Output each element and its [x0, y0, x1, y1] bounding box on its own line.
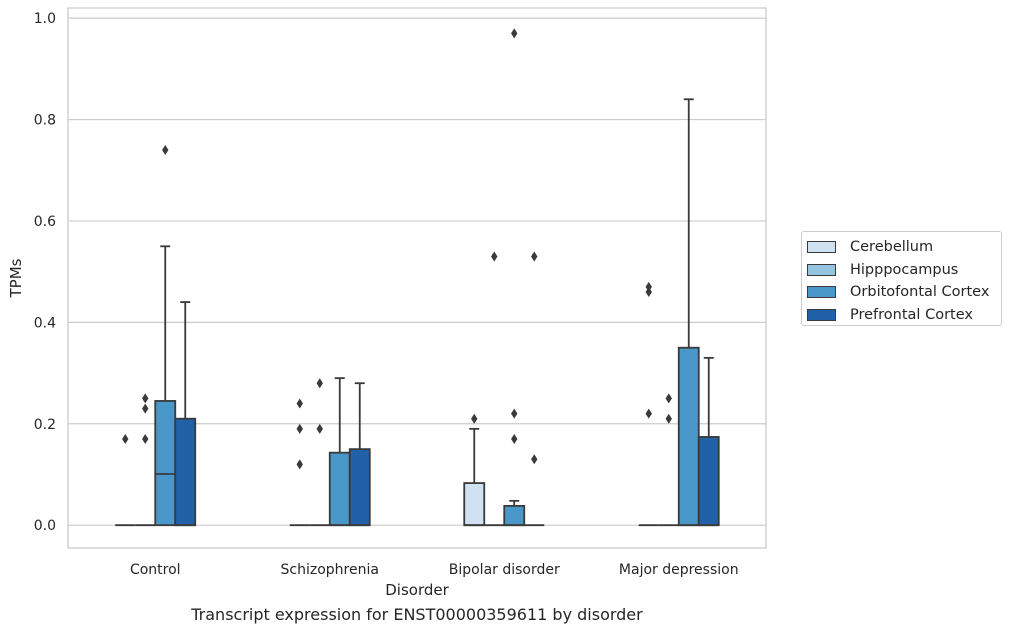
x-tick-label: Schizophrenia	[281, 562, 379, 578]
outlier-point	[511, 433, 518, 444]
outlier-point	[142, 403, 149, 414]
plot-frame	[67, 7, 767, 549]
outlier-point	[645, 281, 652, 292]
outlier-point	[491, 251, 498, 262]
box-body	[174, 417, 197, 527]
box	[174, 301, 197, 527]
box-body	[348, 448, 371, 527]
box	[348, 382, 371, 527]
box	[638, 281, 659, 527]
legend-swatch-prefrontal-cortex	[807, 309, 836, 322]
x-tick-label: Major depression	[619, 562, 739, 578]
box-body	[328, 451, 351, 527]
y-tick-labels: 0.0 0.2 0.4 0.6 0.8 1.0	[34, 11, 56, 534]
box-body	[697, 436, 720, 527]
legend-item-cerebellum: Cerebellum	[807, 236, 1001, 259]
box	[658, 393, 679, 527]
legend-swatch-orbitofrontal-cortex	[807, 286, 836, 299]
outlier-point	[296, 459, 303, 470]
y-tick-label: 0.0	[34, 518, 56, 534]
outlier-point	[142, 433, 149, 444]
outlier-point	[531, 454, 538, 465]
box-body	[463, 482, 486, 527]
box	[289, 398, 310, 527]
outlier-point	[471, 413, 478, 424]
legend-item-prefrontal-cortex: Prefrontal Cortex	[807, 304, 1001, 327]
outlier-point	[122, 433, 129, 444]
y-tick-label: 0.8	[34, 113, 56, 129]
box	[328, 377, 351, 527]
box	[697, 356, 720, 527]
box	[115, 433, 136, 527]
legend-label-prefrontal-cortex: Prefrontal Cortex	[850, 307, 973, 324]
x-tick-label: Bipolar disorder	[449, 562, 560, 578]
outlier-point	[531, 251, 538, 262]
legend-label-hippocampus: Hipppocampus	[850, 261, 959, 278]
outlier-point	[316, 378, 323, 389]
outlier-point	[511, 28, 518, 39]
box-body	[154, 400, 177, 527]
outlier-point	[645, 286, 652, 297]
y-tick-label: 0.4	[34, 315, 56, 331]
legend-label-cerebellum: Cerebellum	[850, 239, 934, 256]
legend-item-orbitofrontal-cortex: Orbitofontal Cortex	[807, 281, 1001, 304]
box-body	[503, 505, 526, 527]
legend-item-hippocampus: Hipppocampus	[807, 259, 1001, 282]
plot-boxes	[115, 28, 720, 527]
box	[524, 251, 545, 527]
outlier-point	[142, 393, 149, 404]
legend-swatch-cerebellum	[807, 241, 836, 254]
legend: Cerebellum Hipppocampus Orbitofontal Cor…	[801, 231, 1002, 326]
box	[463, 413, 486, 527]
outlier-point	[316, 423, 323, 434]
outlier-point	[296, 398, 303, 409]
box	[484, 251, 505, 527]
y-tick-label: 1.0	[34, 11, 56, 27]
legend-label-orbitofrontal-cortex: Orbitofontal Cortex	[850, 284, 990, 301]
box	[309, 378, 330, 527]
box	[135, 393, 156, 527]
outlier-point	[645, 408, 652, 419]
figure-caption: Transcript expression for ENST0000035961…	[191, 605, 643, 624]
x-axis-title: Disorder	[385, 581, 449, 599]
box	[677, 98, 700, 527]
outlier-point	[665, 413, 672, 424]
x-tick-labels: Control Schizophrenia Bipolar disorder Majo…	[130, 562, 739, 578]
box	[154, 144, 177, 527]
outlier-point	[162, 144, 169, 155]
outlier-point	[511, 408, 518, 419]
outlier-point	[296, 423, 303, 434]
box-body	[677, 346, 700, 527]
x-tick-label: Control	[130, 562, 181, 578]
box	[503, 28, 526, 527]
legend-swatch-hippocampus	[807, 263, 836, 276]
y-axis-title: TPMs	[7, 258, 25, 298]
y-tick-label: 0.2	[34, 417, 56, 433]
y-tick-label: 0.6	[34, 214, 56, 230]
outlier-point	[665, 393, 672, 404]
